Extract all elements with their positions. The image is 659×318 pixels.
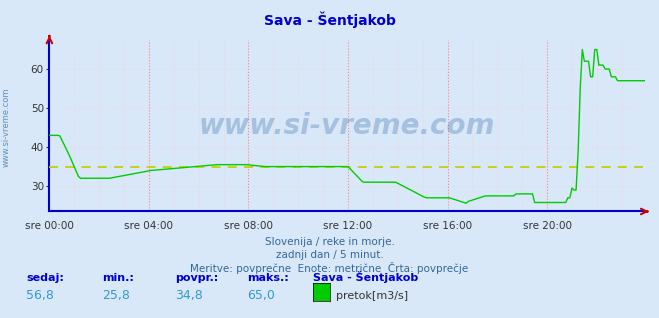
- Text: sedaj:: sedaj:: [26, 273, 64, 283]
- Text: pretok[m3/s]: pretok[m3/s]: [336, 291, 408, 301]
- Text: maks.:: maks.:: [247, 273, 289, 283]
- Text: sre 00:00: sre 00:00: [25, 221, 74, 231]
- Text: www.si-vreme.com: www.si-vreme.com: [199, 112, 495, 140]
- Text: 34,8: 34,8: [175, 289, 202, 302]
- Text: Sava - Šentjakob: Sava - Šentjakob: [313, 272, 418, 283]
- Text: min.:: min.:: [102, 273, 134, 283]
- Text: Slovenija / reke in morje.: Slovenija / reke in morje.: [264, 237, 395, 247]
- Text: www.si-vreme.com: www.si-vreme.com: [2, 87, 11, 167]
- Text: zadnji dan / 5 minut.: zadnji dan / 5 minut.: [275, 250, 384, 259]
- Text: sre 16:00: sre 16:00: [423, 221, 472, 231]
- Text: sre 08:00: sre 08:00: [224, 221, 273, 231]
- Text: 65,0: 65,0: [247, 289, 275, 302]
- Text: sre 04:00: sre 04:00: [125, 221, 173, 231]
- Text: sre 20:00: sre 20:00: [523, 221, 571, 231]
- Text: Meritve: povprečne  Enote: metrične  Črta: povprečje: Meritve: povprečne Enote: metrične Črta:…: [190, 262, 469, 274]
- Text: Sava - Šentjakob: Sava - Šentjakob: [264, 11, 395, 28]
- Text: sre 12:00: sre 12:00: [324, 221, 372, 231]
- Text: 56,8: 56,8: [26, 289, 54, 302]
- Text: povpr.:: povpr.:: [175, 273, 218, 283]
- Text: 25,8: 25,8: [102, 289, 130, 302]
